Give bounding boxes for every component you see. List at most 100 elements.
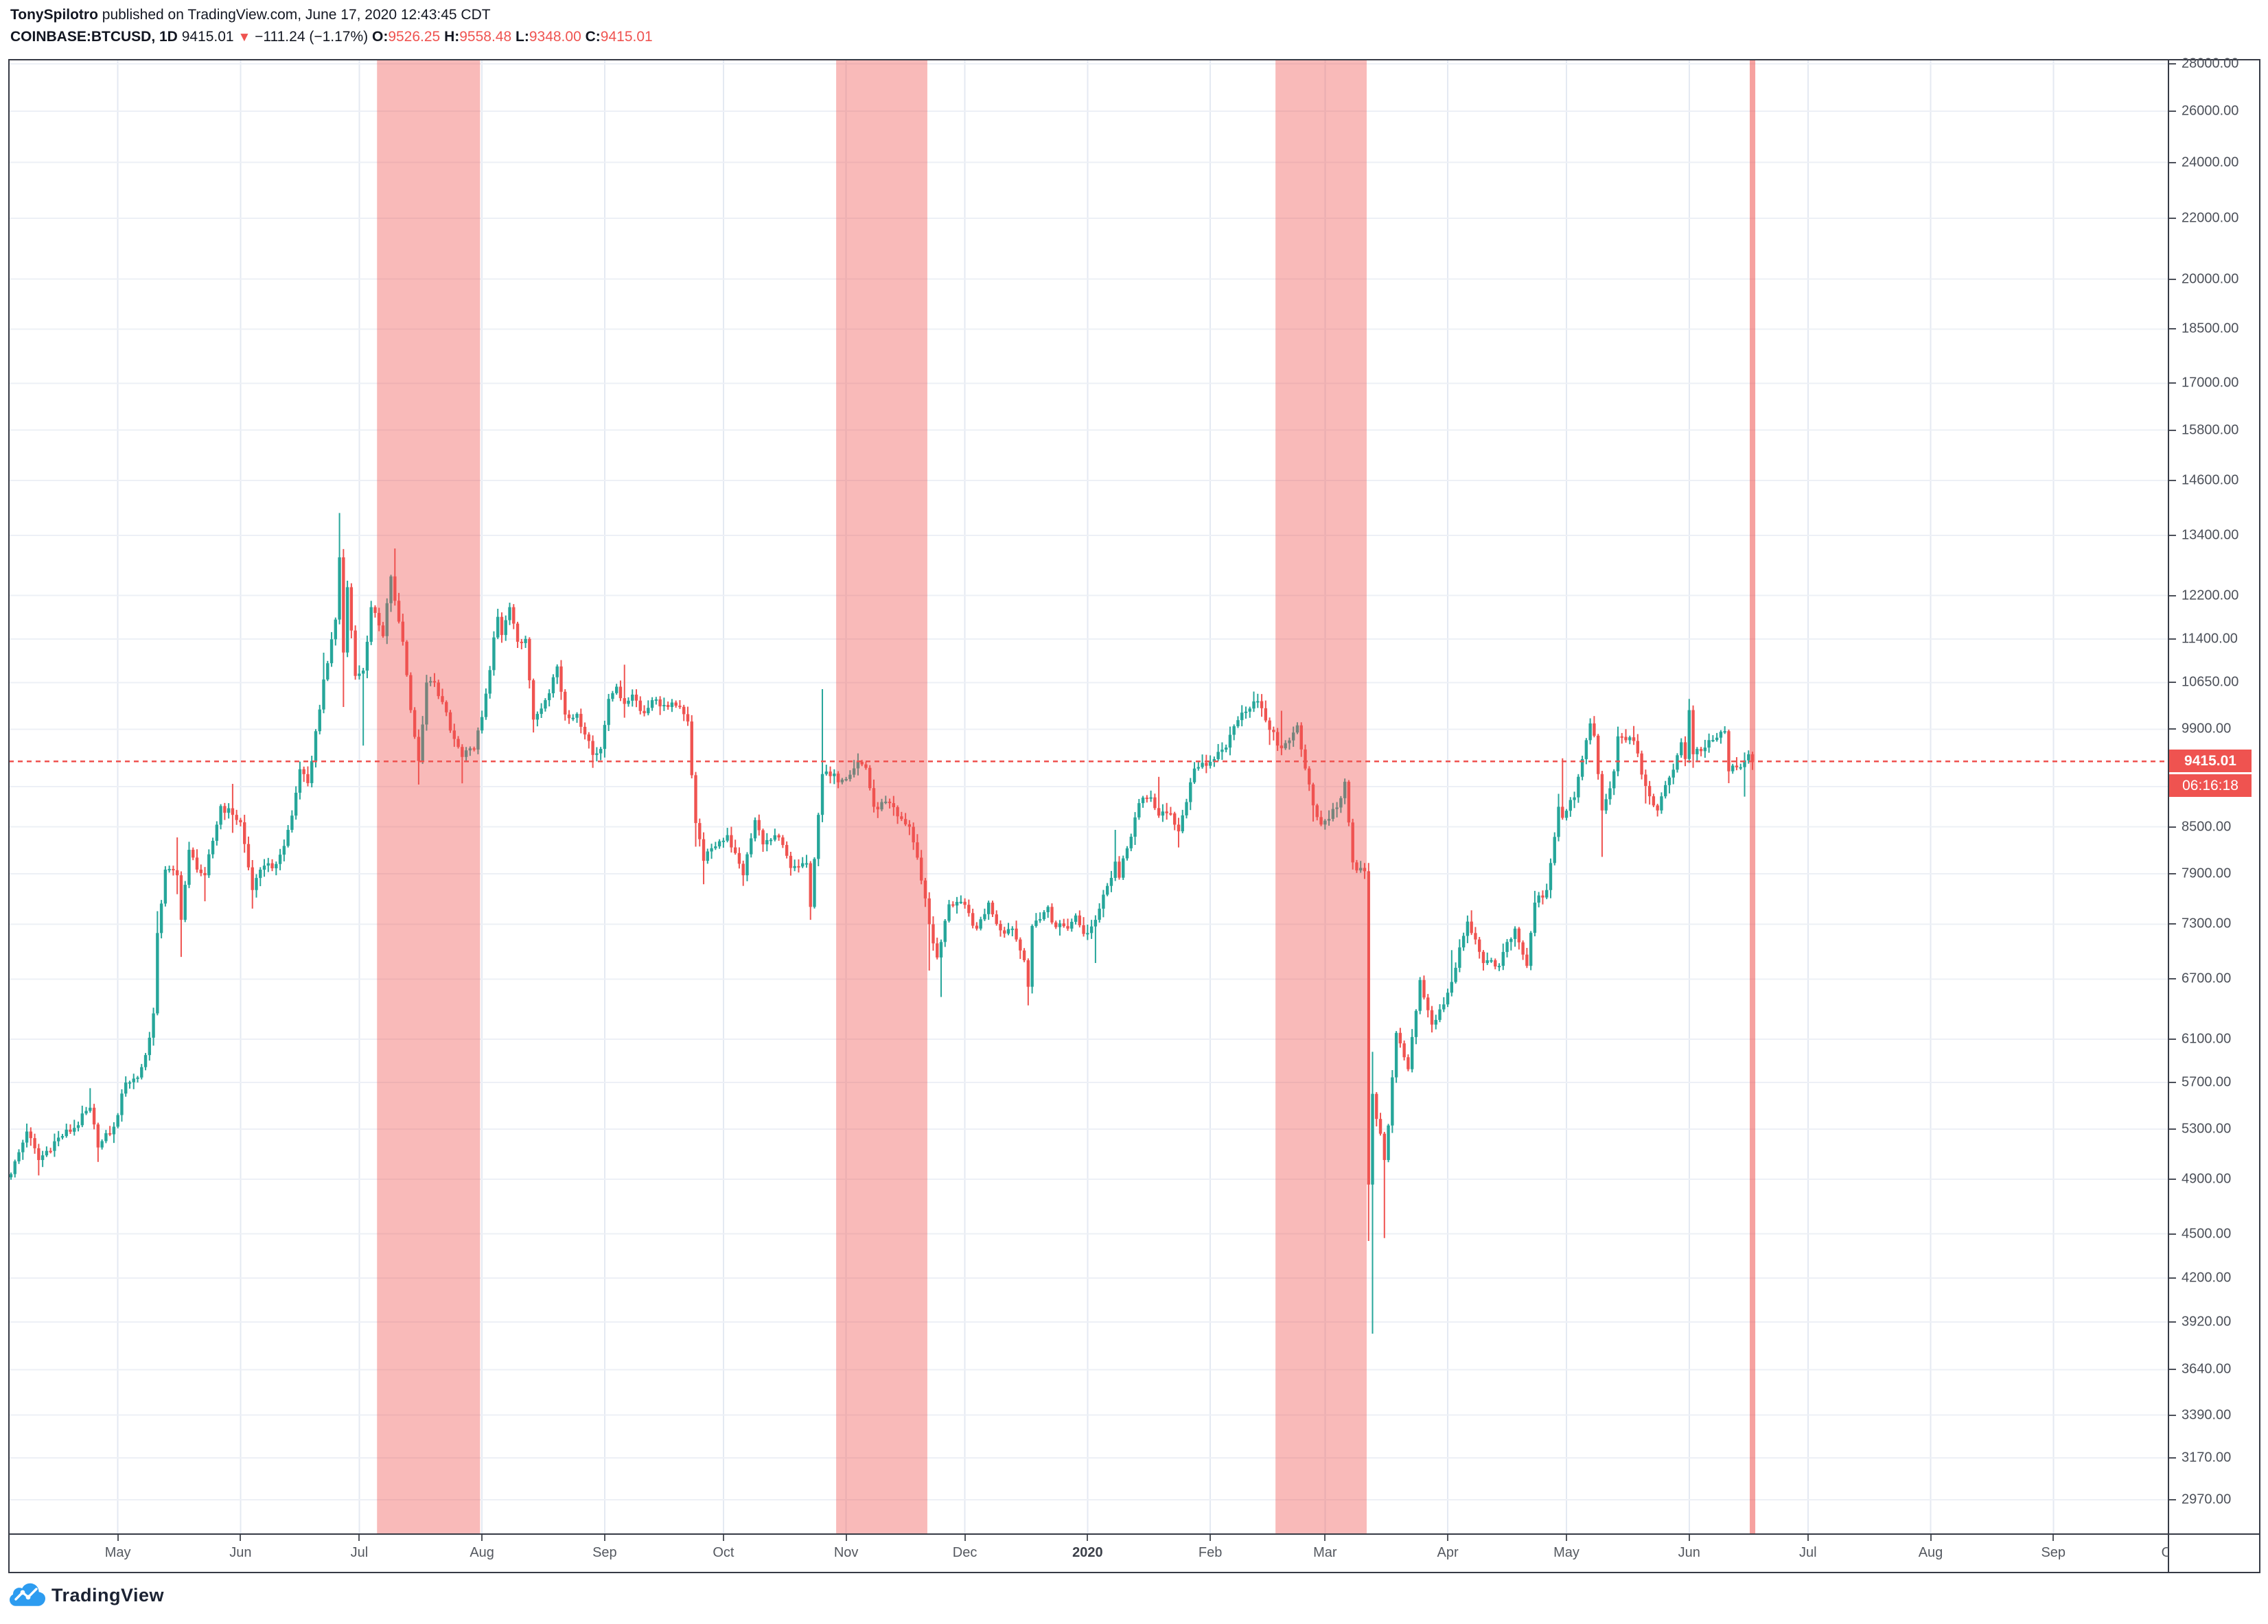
time-axis-label: Mar (1313, 1545, 1337, 1560)
price-tick (2169, 1082, 2176, 1084)
price-tick (2169, 1321, 2176, 1323)
price-axis-label: 3640.00 (2182, 1361, 2232, 1377)
time-tick (845, 1535, 847, 1541)
last-price-badge: 9415.01 (2169, 750, 2252, 773)
time-tick (722, 1535, 724, 1541)
time-axis-label: Jun (229, 1545, 252, 1560)
time-axis-label: Jul (350, 1545, 369, 1560)
frame-top-border (8, 59, 2260, 60)
down-triangle-icon: ▼ (238, 30, 251, 45)
price-axis-label: 4200.00 (2182, 1270, 2232, 1286)
time-tick (1566, 1535, 1568, 1541)
price-tick (2169, 923, 2176, 925)
publish-info-text: published on TradingView.com, June 17, 2… (97, 7, 491, 23)
price-axis-label: 6700.00 (2182, 971, 2232, 986)
price-tick (2169, 1128, 2176, 1130)
tradingview-logo[interactable]: TradingView (10, 1583, 164, 1608)
time-axis[interactable]: May Jun Jul Aug Sep Oct Nov Dec 2020 Feb Mar Apr May… (9, 1535, 2168, 1572)
price-axis-label: 8500.00 (2182, 819, 2232, 835)
price-axis-label: 7900.00 (2182, 866, 2232, 881)
price-axis-label: 12200.00 (2182, 588, 2239, 603)
time-axis-label: Dec (952, 1545, 977, 1560)
close-value: 9415.01 (600, 29, 653, 45)
price-tick (2169, 111, 2176, 113)
time-axis-label: Feb (1198, 1545, 1223, 1560)
high-label: H: (444, 29, 460, 45)
price-tick (2169, 328, 2176, 330)
price-axis-label: 7300.00 (2182, 916, 2232, 931)
change-value: −111.24 (−1.17%) (255, 29, 369, 45)
price-axis-label: 3390.00 (2182, 1407, 2232, 1423)
time-tick (481, 1535, 483, 1541)
price-tick (2169, 535, 2176, 537)
time-tick (117, 1535, 119, 1541)
tradingview-cloud-icon (10, 1583, 45, 1606)
price-axis-label: 10650.00 (2182, 674, 2239, 690)
price-axis-label: 11400.00 (2182, 631, 2238, 647)
price-tick (2169, 1179, 2176, 1181)
frame-left-border (8, 59, 10, 1573)
price-tick (2169, 429, 2176, 431)
price-axis-separator (2168, 59, 2169, 1573)
price-axis-label: 5700.00 (2182, 1074, 2232, 1090)
time-tick (1324, 1535, 1326, 1541)
frame-right-border (2259, 59, 2260, 1573)
price-axis-label: 26000.00 (2182, 103, 2239, 119)
time-axis-label: Sep (592, 1545, 617, 1560)
price-axis-label: 3170.00 (2182, 1450, 2232, 1465)
time-tick (1807, 1535, 1809, 1541)
price-tick (2169, 480, 2176, 482)
price-axis-label: 9900.00 (2182, 721, 2232, 736)
price-tick (2169, 1498, 2176, 1500)
price-tick (2169, 594, 2176, 596)
tradingview-logo-text: TradingView (51, 1584, 165, 1605)
time-tick (603, 1535, 605, 1541)
price-tick (2169, 638, 2176, 640)
high-value: 9558.48 (459, 29, 512, 45)
price-axis-label: 20000.00 (2182, 271, 2239, 287)
price-tick (2169, 278, 2176, 280)
price-tick (2169, 1038, 2176, 1040)
time-tick (358, 1535, 360, 1541)
time-axis-label: Jul (1798, 1545, 1817, 1560)
price-axis-label: 6100.00 (2182, 1031, 2232, 1047)
low-value: 9348.00 (529, 29, 581, 45)
time-tick (1210, 1535, 1212, 1541)
price-tick (2169, 728, 2176, 730)
price-tick (2169, 1369, 2176, 1371)
time-tick (2052, 1535, 2055, 1541)
time-axis-label: Oct (2161, 1545, 2168, 1560)
time-axis-label: Apr (1437, 1545, 1459, 1560)
price-axis-label: 4500.00 (2182, 1226, 2232, 1242)
price-axis-label: 5300.00 (2182, 1121, 2232, 1137)
time-axis-label: Jun (1678, 1545, 1700, 1560)
time-tick (240, 1535, 242, 1541)
price-tick (2169, 872, 2176, 874)
price-axis-label: 2970.00 (2182, 1492, 2232, 1507)
price-axis-label: 15800.00 (2182, 422, 2239, 437)
price-axis-label: 14600.00 (2182, 472, 2239, 488)
open-label: O: (371, 29, 389, 45)
open-value: 9526.25 (388, 29, 441, 45)
bar-countdown-badge: 06:16:18 (2169, 774, 2252, 798)
symbol-interval-label: COINBASE:BTCUSD, 1D (10, 29, 178, 45)
price-tick (2169, 161, 2176, 163)
time-axis-separator (8, 1533, 2260, 1535)
price-axis-label: 13400.00 (2182, 527, 2239, 543)
time-axis-label: Sep (2041, 1545, 2066, 1560)
time-axis-label: Aug (470, 1545, 494, 1560)
time-tick (1087, 1535, 1089, 1541)
time-axis-label: May (104, 1545, 131, 1560)
price-tick (2169, 1457, 2176, 1459)
price-tick (2169, 217, 2176, 219)
close-label: C: (585, 29, 601, 45)
symbol-status-line: COINBASE:BTCUSD, 1D 9415.01 ▼ −111.24 (−… (10, 29, 653, 45)
price-axis-label: 24000.00 (2182, 154, 2239, 170)
price-axis-label: 17000.00 (2182, 375, 2239, 391)
time-axis-label: 2020 (1072, 1545, 1103, 1560)
time-axis-label: Oct (713, 1545, 734, 1560)
price-axis-label: 22000.00 (2182, 210, 2239, 226)
price-axis-label: 18500.00 (2182, 321, 2239, 336)
